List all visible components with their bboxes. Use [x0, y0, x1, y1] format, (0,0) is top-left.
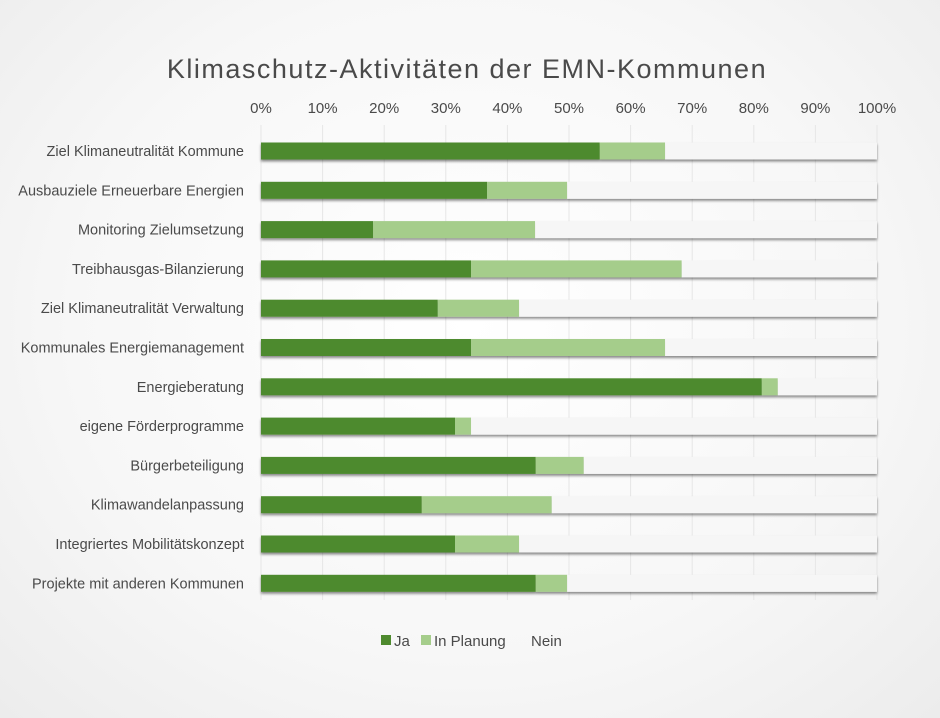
category-label: Energieberatung — [137, 380, 244, 396]
bar-nein — [777, 378, 877, 396]
x-tick-label: 70% — [677, 100, 707, 117]
x-tick-label: 80% — [739, 100, 769, 117]
bar-row — [261, 260, 877, 278]
bar-ja — [261, 417, 456, 435]
bar-row — [261, 339, 877, 356]
bar-nein — [665, 142, 877, 160]
bar-ja — [261, 535, 456, 553]
bar-ja — [261, 221, 374, 239]
bar-ja — [261, 456, 536, 474]
bar-in-planung — [471, 339, 666, 356]
bar-nein — [551, 496, 877, 514]
bar-nein — [519, 299, 877, 317]
bar-in-planung — [437, 299, 520, 317]
category-label: Kommunales Energiemanagement — [21, 341, 244, 357]
legend-label: Ja — [394, 633, 411, 650]
bar-nein — [567, 181, 877, 199]
x-tick-label: 60% — [616, 100, 646, 117]
bar-ja — [261, 142, 600, 160]
category-label: Integriertes Mobilitätskonzept — [55, 537, 244, 553]
category-label: Monitoring Zielumsetzung — [78, 223, 244, 239]
bar-row — [261, 535, 877, 553]
bar-ja — [261, 378, 762, 396]
bars — [261, 142, 877, 592]
bar-in-planung — [761, 378, 778, 396]
legend-swatch — [381, 635, 391, 645]
bar-row — [261, 496, 877, 514]
bar-ja — [261, 181, 488, 199]
x-tick-label: 20% — [369, 100, 399, 117]
x-tick-label: 10% — [308, 100, 338, 117]
bar-in-planung — [599, 142, 666, 160]
bar-nein — [567, 574, 877, 592]
chart-title: Klimaschutz-Aktivitäten der EMN-Kommunen — [167, 54, 767, 84]
x-axis-ticks: 0% 10% 20% 30% 40% 50% 60% 70% 80% 90% 100% — [250, 100, 896, 117]
bar-ja — [261, 339, 472, 356]
bar-ja — [261, 574, 536, 592]
bar-nein — [665, 339, 877, 356]
bar-in-planung — [455, 417, 472, 435]
bar-row — [261, 142, 877, 160]
bar-row — [261, 456, 877, 474]
legend-label: Nein — [531, 633, 562, 650]
category-label: Klimawandelanpassung — [91, 498, 244, 514]
x-tick-label: 50% — [554, 100, 584, 117]
bar-row — [261, 221, 877, 239]
category-label: Ausbauziele Erneuerbare Energien — [18, 183, 244, 199]
bar-row — [261, 574, 877, 592]
bar-nein — [519, 535, 877, 553]
bar-in-planung — [471, 260, 682, 278]
bar-in-planung — [487, 181, 568, 199]
x-tick-label: 30% — [431, 100, 461, 117]
category-label: Bürgerbeteiligung — [130, 458, 244, 474]
bar-nein — [471, 417, 877, 435]
bar-in-planung — [535, 456, 584, 474]
bar-nein — [583, 456, 877, 474]
category-label: Ziel Klimaneutralität Kommune — [47, 144, 244, 160]
bar-row — [261, 417, 877, 435]
bar-in-planung — [535, 574, 568, 592]
x-tick-label: 0% — [250, 100, 272, 117]
x-tick-label: 40% — [492, 100, 522, 117]
x-tick-label: 100% — [858, 100, 896, 117]
category-label: eigene Förderprogramme — [80, 419, 244, 435]
bar-ja — [261, 260, 472, 278]
bar-in-planung — [455, 535, 520, 553]
bar-nein — [535, 221, 877, 239]
gridlines — [260, 125, 878, 600]
bar-row — [261, 181, 877, 199]
bar-ja — [261, 496, 422, 514]
category-label: Treibhausgas-Bilanzierung — [72, 262, 244, 278]
bar-row — [261, 299, 877, 317]
legend: Ja In Planung Nein — [381, 633, 562, 650]
bar-row — [261, 378, 877, 396]
bar-in-planung — [373, 221, 536, 239]
legend-label: In Planung — [434, 633, 506, 650]
category-labels: Ziel Klimaneutralität Kommune Ausbauziele… — [18, 144, 244, 592]
bar-in-planung — [421, 496, 552, 514]
bar-ja — [261, 299, 438, 317]
category-label: Ziel Klimaneutralität Verwaltung — [41, 301, 244, 317]
legend-swatch — [421, 635, 431, 645]
bar-nein — [681, 260, 877, 278]
category-label: Projekte mit anderen Kommunen — [32, 576, 244, 592]
x-tick-label: 90% — [800, 100, 830, 117]
